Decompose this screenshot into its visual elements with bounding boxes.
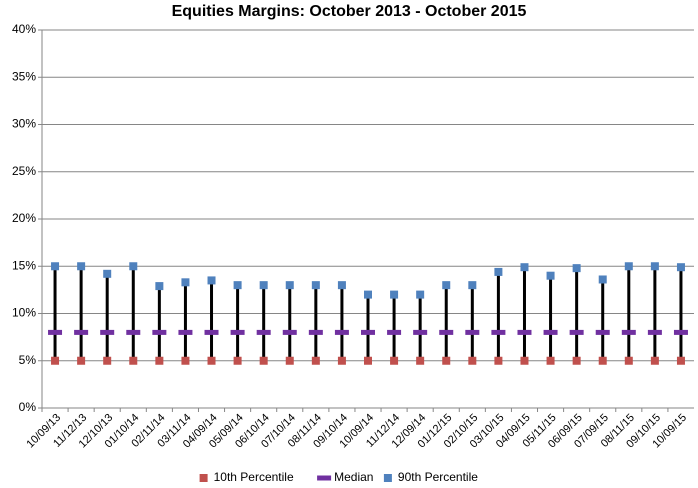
y-tick-label: 40% bbox=[12, 22, 36, 36]
median-marker bbox=[647, 329, 662, 335]
median-marker bbox=[595, 329, 610, 335]
y-tick-label: 15% bbox=[12, 258, 36, 272]
point bbox=[181, 278, 190, 287]
point bbox=[337, 281, 346, 290]
legend-swatch bbox=[383, 474, 392, 482]
y-tick-label: 0% bbox=[19, 400, 37, 414]
legend-label: Median bbox=[334, 470, 373, 484]
point bbox=[77, 356, 86, 365]
point bbox=[520, 356, 529, 365]
y-tick-label: 10% bbox=[12, 306, 36, 320]
point bbox=[390, 290, 399, 299]
point bbox=[598, 275, 607, 284]
point bbox=[129, 262, 138, 271]
point bbox=[390, 356, 399, 365]
point bbox=[155, 356, 164, 365]
median-marker bbox=[413, 329, 428, 335]
median-marker bbox=[621, 329, 636, 335]
point bbox=[650, 262, 659, 271]
median-marker bbox=[48, 329, 63, 335]
legend-label: 10th Percentile bbox=[214, 470, 294, 484]
legend-swatch bbox=[317, 475, 332, 481]
median-marker bbox=[256, 329, 271, 335]
point bbox=[51, 356, 60, 365]
point bbox=[259, 281, 268, 290]
point bbox=[285, 281, 294, 290]
point bbox=[311, 281, 320, 290]
point bbox=[572, 356, 581, 365]
point bbox=[77, 262, 86, 271]
point bbox=[311, 356, 320, 365]
legend-label: 90th Percentile bbox=[398, 470, 478, 484]
point bbox=[129, 356, 138, 365]
median-marker bbox=[465, 329, 480, 335]
y-tick-label: 5% bbox=[19, 353, 37, 367]
point bbox=[650, 356, 659, 365]
point bbox=[520, 263, 529, 272]
point bbox=[676, 263, 685, 272]
point bbox=[676, 356, 685, 365]
point bbox=[442, 356, 451, 365]
y-tick-label: 30% bbox=[12, 117, 36, 131]
y-tick-label: 20% bbox=[12, 211, 36, 225]
point bbox=[155, 282, 164, 291]
median-marker bbox=[387, 329, 402, 335]
point bbox=[285, 356, 294, 365]
median-marker bbox=[673, 329, 688, 335]
y-tick-label: 35% bbox=[12, 69, 36, 83]
median-marker bbox=[178, 329, 193, 335]
median-marker bbox=[230, 329, 245, 335]
point bbox=[468, 356, 477, 365]
median-marker bbox=[204, 329, 219, 335]
median-marker bbox=[517, 329, 532, 335]
point bbox=[337, 356, 346, 365]
median-marker bbox=[126, 329, 141, 335]
median-marker bbox=[100, 329, 115, 335]
median-marker bbox=[152, 329, 167, 335]
median-marker bbox=[282, 329, 297, 335]
point bbox=[572, 264, 581, 273]
point bbox=[416, 290, 425, 299]
median-marker bbox=[74, 329, 89, 335]
median-marker bbox=[569, 329, 584, 335]
median-marker bbox=[361, 329, 375, 335]
point bbox=[207, 276, 216, 285]
point bbox=[468, 281, 477, 290]
point bbox=[546, 356, 555, 365]
point bbox=[103, 356, 112, 365]
point bbox=[181, 356, 190, 365]
point bbox=[442, 281, 451, 290]
median-marker bbox=[334, 329, 349, 335]
point bbox=[207, 356, 216, 365]
median-marker bbox=[308, 329, 323, 335]
median-marker bbox=[439, 329, 454, 335]
point bbox=[624, 356, 633, 365]
point bbox=[598, 356, 607, 365]
point bbox=[494, 267, 503, 276]
point bbox=[103, 269, 112, 278]
chart-title: Equities Margins: October 2013 - October… bbox=[172, 3, 527, 20]
median-marker bbox=[543, 329, 558, 335]
median-marker bbox=[491, 329, 506, 335]
point bbox=[259, 356, 268, 365]
point bbox=[364, 356, 372, 365]
legend-swatch bbox=[199, 474, 208, 482]
point bbox=[51, 262, 60, 271]
point bbox=[233, 281, 242, 290]
point bbox=[546, 271, 555, 280]
point bbox=[364, 290, 372, 299]
point bbox=[233, 356, 242, 365]
y-tick-label: 25% bbox=[12, 164, 36, 178]
point bbox=[494, 356, 503, 365]
point bbox=[624, 262, 633, 271]
point bbox=[416, 356, 425, 365]
